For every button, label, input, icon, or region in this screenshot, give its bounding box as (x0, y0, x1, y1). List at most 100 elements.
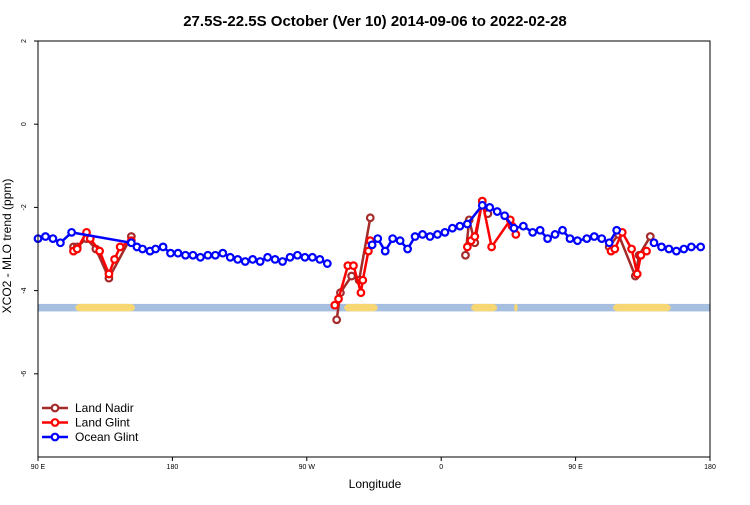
data-point-land-glint (610, 244, 620, 254)
x-tick-label: 0 (439, 464, 443, 471)
data-point-land-glint (632, 269, 642, 279)
x-axis-label: Longitude (349, 477, 402, 491)
data-point-ocean-glint (672, 246, 681, 256)
data-point-ocean-glint (218, 248, 228, 258)
data-point-ocean-glint (433, 230, 442, 239)
data-point-land-glint (330, 300, 340, 310)
data-point-ocean-glint (418, 230, 427, 239)
data-point-ocean-glint (233, 255, 243, 264)
x-tick-label: 180 (704, 464, 716, 471)
y-tick-label: -2 (21, 204, 28, 210)
y-tick-label: -4 (21, 287, 28, 293)
land-band (75, 303, 136, 312)
x-tick-label: 90 E (568, 464, 583, 471)
data-point-ocean-glint (203, 250, 213, 260)
data-point-ocean-glint (255, 257, 265, 266)
data-point-land-glint (487, 242, 497, 252)
data-point-ocean-glint (138, 244, 147, 254)
data-point-ocean-glint (492, 207, 502, 216)
data-point-ocean-glint (573, 236, 582, 246)
data-point-ocean-glint (188, 250, 198, 260)
data-point-ocean-glint (56, 238, 65, 248)
data-point-ocean-glint (696, 242, 706, 252)
data-point-ocean-glint (410, 232, 420, 241)
chart-title: 27.5S-22.5S October (Ver 10) 2014-09-06 … (183, 13, 567, 30)
data-point-land-nadir (461, 250, 470, 260)
data-point-land-glint (358, 275, 368, 285)
x-tick-label: 90 W (299, 464, 316, 471)
data-point-land-glint (349, 261, 358, 271)
data-point-ocean-glint (308, 252, 317, 262)
y-tick-label: 0 (21, 122, 28, 126)
data-point-ocean-glint (686, 242, 696, 252)
legend-swatch-marker (50, 418, 60, 427)
data-point-ocean-glint (225, 252, 235, 262)
data-point-ocean-glint (565, 234, 575, 244)
land-band (344, 303, 378, 312)
series-layer (33, 196, 706, 325)
land-band (471, 303, 498, 312)
data-point-ocean-glint (657, 242, 666, 252)
data-point-ocean-glint (278, 257, 287, 266)
legend-item-land-nadir: Land Nadir (42, 401, 134, 415)
data-point-ocean-glint (41, 232, 50, 241)
data-point-ocean-glint (158, 242, 168, 252)
legend-swatch-marker (50, 403, 60, 413)
data-point-ocean-glint (403, 244, 413, 254)
data-point-ocean-glint (315, 255, 325, 264)
x-tick-label: 180 (167, 464, 179, 471)
data-point-ocean-glint (263, 252, 273, 262)
data-point-land-glint (364, 246, 373, 256)
data-point-ocean-glint (285, 252, 295, 262)
data-point-ocean-glint (195, 252, 205, 262)
legend-item-land-glint: Land Glint (42, 416, 130, 430)
legend-label: Ocean Glint (75, 430, 139, 444)
data-point-land-glint (95, 246, 104, 256)
data-point-ocean-glint (181, 250, 190, 260)
data-point-ocean-glint (664, 244, 674, 254)
data-point-land-glint (642, 246, 651, 256)
data-point-ocean-glint (589, 232, 599, 241)
data-point-ocean-glint (300, 252, 310, 262)
data-point-ocean-glint (535, 225, 545, 235)
data-point-ocean-glint (395, 236, 405, 246)
data-point-ocean-glint (373, 234, 383, 244)
data-point-ocean-glint (367, 240, 377, 250)
axes: 90 E 180 90 W 0 90 E 180 2 0 -2 -4 -6 (21, 39, 716, 471)
legend-item-ocean-glint: Ocean Glint (42, 430, 139, 444)
data-point-ocean-glint (500, 211, 510, 221)
data-point-land-glint (110, 255, 119, 264)
data-point-land-glint (627, 244, 636, 254)
data-point-ocean-glint (518, 221, 528, 231)
data-point-ocean-glint (558, 225, 567, 235)
legend-label: Land Glint (75, 416, 130, 430)
data-point-ocean-glint (322, 259, 332, 268)
data-point-ocean-glint (126, 238, 136, 248)
y-tick-label: -6 (21, 371, 28, 377)
legend-swatch-marker (50, 432, 60, 442)
data-point-land-nadir (332, 315, 342, 325)
data-point-ocean-glint (550, 230, 560, 239)
data-point-land-glint (462, 242, 472, 252)
land-ocean-band (38, 303, 710, 312)
data-point-ocean-glint (679, 244, 689, 254)
data-point-land-glint (334, 294, 343, 304)
data-point-ocean-glint (440, 227, 450, 237)
data-point-ocean-glint (612, 225, 622, 235)
data-point-ocean-glint (210, 250, 220, 260)
land-band (612, 303, 671, 312)
data-point-ocean-glint (485, 202, 495, 212)
data-point-ocean-glint (270, 255, 280, 264)
data-point-ocean-glint (388, 234, 398, 244)
data-point-ocean-glint (597, 234, 607, 244)
data-point-land-glint (72, 244, 82, 254)
plot-frame (37, 40, 711, 458)
data-point-ocean-glint (240, 257, 250, 266)
data-point-ocean-glint (543, 234, 552, 244)
data-point-ocean-glint (248, 255, 258, 264)
series-line-land-glint (333, 240, 372, 306)
series-ocean-glint (33, 200, 706, 268)
